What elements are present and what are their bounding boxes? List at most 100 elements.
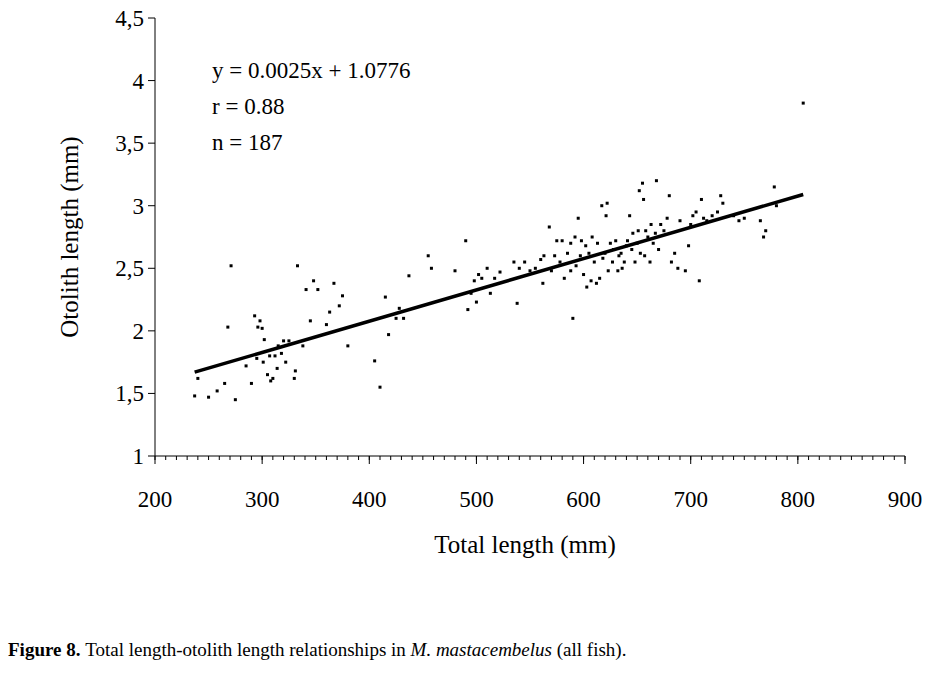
point [316, 288, 319, 291]
point [253, 314, 256, 317]
point [676, 267, 679, 270]
point [574, 236, 577, 239]
minor-tick [230, 456, 231, 460]
point [637, 229, 640, 232]
point [569, 269, 572, 272]
point [609, 242, 612, 245]
point [480, 277, 483, 280]
point [373, 359, 376, 362]
minor-tick [326, 456, 327, 460]
minor-tick [294, 456, 295, 460]
point [553, 254, 556, 257]
point [245, 364, 248, 367]
point [309, 319, 312, 322]
minor-tick [283, 456, 284, 460]
annotation: y = 0.0025x + 1.0776 [212, 58, 410, 83]
y-tick-label: 2 [133, 319, 145, 344]
point [489, 292, 492, 295]
point [719, 194, 722, 197]
point [539, 258, 542, 261]
point [493, 277, 496, 280]
point [261, 327, 264, 330]
point [305, 288, 308, 291]
point [601, 257, 604, 260]
point [559, 261, 562, 264]
minor-tick [776, 456, 777, 460]
point [427, 254, 430, 257]
minor-tick [208, 456, 209, 460]
minor-tick [851, 456, 852, 460]
minor-tick [872, 456, 873, 460]
y-axis-title: Otolith length (mm) [56, 136, 84, 337]
minor-tick [787, 456, 788, 460]
point [721, 202, 724, 205]
point [598, 277, 601, 280]
point [623, 261, 626, 264]
plot-area [193, 102, 805, 402]
point [670, 261, 673, 264]
y-tick-label: 1 [133, 444, 145, 469]
minor-tick [401, 456, 402, 460]
point [294, 369, 297, 372]
minor-tick [165, 456, 166, 460]
point [605, 214, 608, 217]
x-tick-label: 800 [781, 487, 816, 512]
point [582, 273, 585, 276]
point [216, 389, 219, 392]
point [700, 198, 703, 201]
point [271, 377, 274, 380]
point [655, 179, 658, 182]
point [569, 242, 572, 245]
point [523, 261, 526, 264]
point [274, 354, 277, 357]
point [255, 357, 258, 360]
point [611, 261, 614, 264]
minor-tick [680, 456, 681, 460]
minor-tick [530, 456, 531, 460]
point [454, 269, 457, 272]
point [293, 377, 296, 380]
point [325, 323, 328, 326]
point [773, 185, 776, 188]
point [668, 194, 671, 197]
point [679, 219, 682, 222]
x-tick [369, 456, 370, 464]
point [584, 244, 587, 247]
point [775, 204, 778, 207]
point [620, 252, 623, 255]
point [276, 367, 279, 370]
point [711, 214, 714, 217]
minor-tick [240, 456, 241, 460]
point [649, 261, 652, 264]
point [268, 354, 271, 357]
point [616, 269, 619, 272]
point [587, 252, 590, 255]
minor-tick [272, 456, 273, 460]
point [606, 202, 609, 205]
point [312, 279, 315, 282]
point [580, 239, 583, 242]
point [638, 189, 641, 192]
point [591, 236, 594, 239]
minor-tick [551, 456, 552, 460]
point [695, 210, 698, 213]
minor-tick [315, 456, 316, 460]
point [430, 267, 433, 270]
point [262, 361, 265, 364]
point [698, 279, 701, 282]
x-tick [155, 456, 156, 464]
minor-tick [305, 456, 306, 460]
point [628, 214, 631, 217]
y-tick [148, 18, 155, 19]
point [207, 396, 210, 399]
minor-tick [433, 456, 434, 460]
minor-tick [390, 456, 391, 460]
point [402, 317, 405, 320]
point [477, 273, 480, 276]
minor-tick [594, 456, 595, 460]
minor-tick [819, 456, 820, 460]
point [196, 377, 199, 380]
point [561, 239, 564, 242]
point [379, 386, 382, 389]
minor-tick [626, 456, 627, 460]
